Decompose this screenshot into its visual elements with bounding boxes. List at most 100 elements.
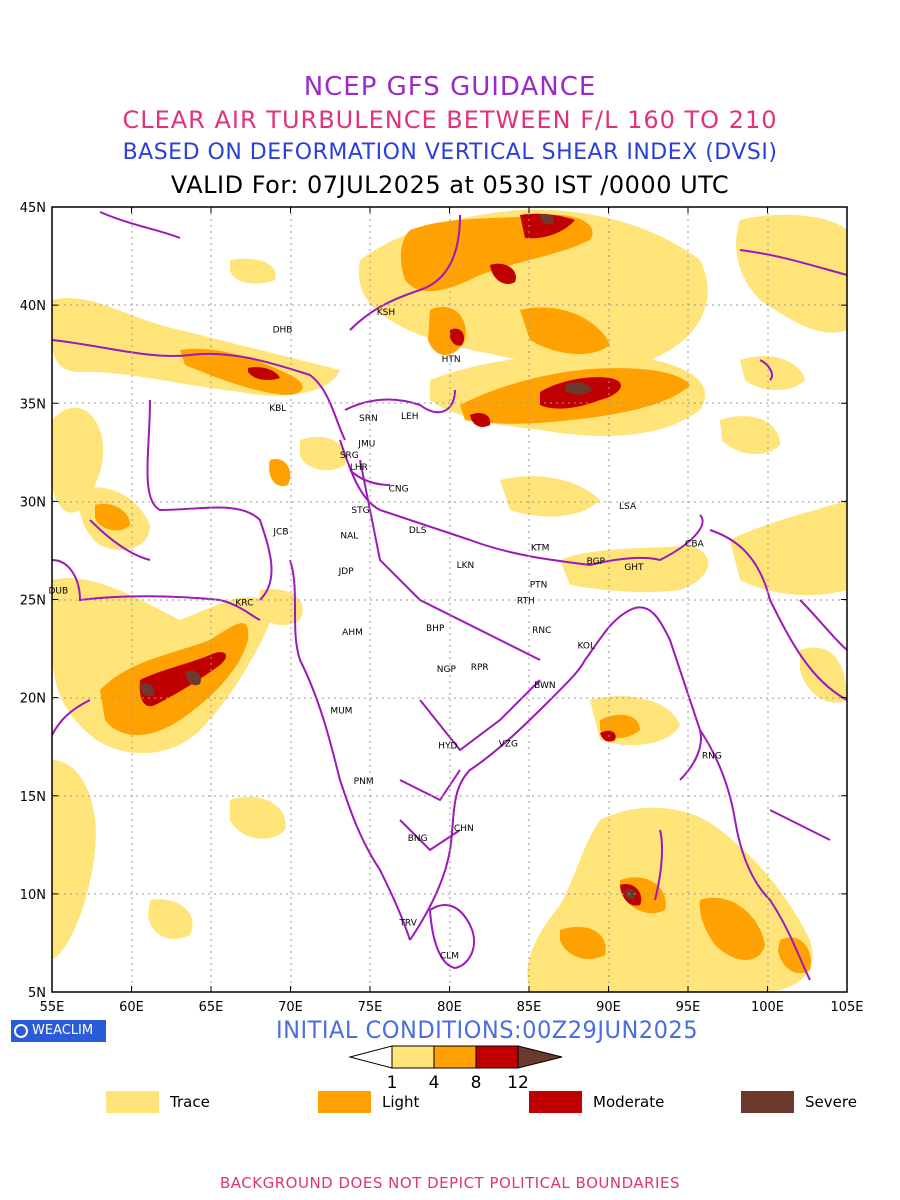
axis-ticks bbox=[51, 206, 848, 993]
legend-item-severe: Severe bbox=[741, 1091, 857, 1113]
colorbar-tick-4: 4 bbox=[429, 1073, 440, 1093]
colorbar-segment-light bbox=[433, 1045, 477, 1069]
station-bwn: BWN bbox=[534, 681, 556, 691]
station-vzg: VZG bbox=[499, 740, 518, 750]
station-dls: DLS bbox=[409, 526, 427, 536]
station-ngp: NGP bbox=[437, 665, 457, 675]
lon-label-55e: 55E bbox=[40, 1000, 65, 1015]
legend-label-severe: Severe bbox=[805, 1093, 857, 1111]
station-bhp: BHP bbox=[426, 624, 445, 634]
station-ght: GHT bbox=[624, 563, 644, 573]
station-rpr: RPR bbox=[471, 663, 489, 673]
station-rnc: RNC bbox=[532, 626, 551, 636]
lat-label-25n: 25N bbox=[20, 594, 46, 609]
station-dub: DUB bbox=[49, 587, 69, 597]
colorbar-tick-labels: 1 4 8 12 bbox=[387, 1073, 529, 1093]
lon-label-90e: 90E bbox=[596, 1000, 621, 1015]
station-srn: SRN bbox=[359, 414, 378, 424]
station-jcb: JCB bbox=[272, 528, 288, 538]
station-lkn: LKN bbox=[457, 561, 475, 571]
station-mum: MUM bbox=[330, 706, 352, 716]
lat-label-30n: 30N bbox=[20, 495, 46, 510]
turbulence-field bbox=[52, 207, 847, 992]
lon-label-85e: 85E bbox=[517, 1000, 542, 1015]
title-valid-time: VALID For: 07JUL2025 at 0530 IST /0000 U… bbox=[170, 171, 730, 199]
station-bgp: BGP bbox=[587, 557, 606, 567]
title-model: NCEP GFS GUIDANCE bbox=[303, 72, 597, 102]
lat-label-35n: 35N bbox=[20, 397, 46, 412]
lon-label-75e: 75E bbox=[358, 1000, 383, 1015]
boundary-lines bbox=[52, 211, 847, 981]
moderate-areas bbox=[139, 213, 642, 906]
legend-label-light: Light bbox=[382, 1093, 420, 1111]
station-ktm: KTM bbox=[531, 543, 549, 553]
lat-label-40n: 40N bbox=[20, 299, 46, 314]
station-rng: RNG bbox=[702, 751, 722, 761]
legend-item-moderate: Moderate bbox=[529, 1091, 664, 1113]
station-pnm: PNM bbox=[354, 777, 374, 787]
station-chn: CHN bbox=[454, 824, 474, 834]
station-htn: HTN bbox=[442, 355, 461, 365]
station-krc: KRC bbox=[235, 598, 253, 608]
legend-swatch-light bbox=[318, 1091, 371, 1113]
footer-disclaimer: BACKGROUND DOES NOT DEPICT POLITICAL BOU… bbox=[220, 1174, 680, 1192]
lon-label-100e: 100E bbox=[751, 1000, 784, 1015]
station-ahm: AHM bbox=[342, 628, 363, 638]
legend-label-trace: Trace bbox=[170, 1093, 210, 1111]
weaclim-badge: WEACLIM bbox=[11, 1020, 106, 1042]
legend-label-moderate: Moderate bbox=[593, 1093, 665, 1111]
station-rth: RTH bbox=[517, 596, 535, 606]
lat-label-10n: 10N bbox=[20, 888, 46, 903]
latitude-labels: 45N 40N 35N 30N 25N 20N 15N 10N 5N bbox=[20, 201, 46, 1001]
station-lhr: LHR bbox=[350, 463, 368, 473]
station-jdp: JDP bbox=[338, 567, 355, 577]
station-cba: CBA bbox=[685, 540, 704, 550]
station-stg: STG bbox=[351, 506, 369, 516]
colorbar-segment-moderate bbox=[475, 1045, 519, 1069]
station-srg: SRG bbox=[340, 451, 359, 461]
lat-label-15n: 15N bbox=[20, 790, 46, 805]
station-bng: BNG bbox=[408, 834, 428, 844]
legend-item-trace: Trace bbox=[106, 1091, 210, 1113]
weaclim-label: WEACLIM bbox=[32, 1023, 94, 1038]
colorbar-segment-trace bbox=[391, 1045, 435, 1069]
station-nal: NAL bbox=[340, 532, 358, 542]
station-leh: LEH bbox=[401, 412, 418, 422]
severe-areas bbox=[140, 214, 636, 900]
lon-label-60e: 60E bbox=[119, 1000, 144, 1015]
station-jmu: JMU bbox=[357, 439, 375, 449]
station-clm: CLM bbox=[440, 952, 459, 962]
station-kol: KOL bbox=[577, 642, 595, 652]
initial-conditions: INITIAL CONDITIONS:00Z29JUN2025 bbox=[276, 1016, 699, 1044]
lon-label-70e: 70E bbox=[278, 1000, 303, 1015]
station-dhb: DHB bbox=[273, 326, 293, 336]
lat-label-20n: 20N bbox=[20, 692, 46, 707]
title-index: BASED ON DEFORMATION VERTICAL SHEAR INDE… bbox=[122, 140, 778, 165]
colorbar-min-arrow bbox=[348, 1045, 393, 1069]
legend-swatch-trace bbox=[106, 1091, 159, 1113]
lat-label-45n: 45N bbox=[20, 201, 46, 216]
colorbar-tick-12: 12 bbox=[507, 1073, 529, 1093]
station-cng: CNG bbox=[389, 485, 409, 495]
lon-label-65e: 65E bbox=[199, 1000, 224, 1015]
legend-swatch-severe bbox=[741, 1091, 794, 1113]
longitude-labels: 55E 60E 65E 70E 75E 80E 85E 90E 95E 100E 105E bbox=[40, 1000, 864, 1015]
legend-swatch-moderate bbox=[529, 1091, 582, 1113]
lat-label-5n: 5N bbox=[28, 986, 46, 1001]
station-labels: DHB KSH HTN KBL SRN LEH JMU SRG LHR CNG STG NAL DLS J… bbox=[49, 308, 722, 962]
lon-label-105e: 105E bbox=[830, 1000, 863, 1015]
grid-lines bbox=[52, 207, 847, 992]
station-ptn: PTN bbox=[530, 581, 548, 591]
colorbar-tick-8: 8 bbox=[471, 1073, 482, 1093]
lon-label-80e: 80E bbox=[437, 1000, 462, 1015]
station-hyd: HYD bbox=[438, 742, 457, 752]
title-product: CLEAR AIR TURBULENCE BETWEEN F/L 160 TO … bbox=[122, 106, 778, 134]
station-lsa: LSA bbox=[619, 502, 637, 512]
lon-label-95e: 95E bbox=[676, 1000, 701, 1015]
colorbar-max-arrow bbox=[517, 1045, 563, 1069]
station-ksh: KSH bbox=[377, 308, 395, 318]
station-trv: TRV bbox=[398, 918, 417, 928]
weaclim-logo-icon bbox=[14, 1024, 28, 1038]
legend-item-light: Light bbox=[318, 1091, 419, 1113]
